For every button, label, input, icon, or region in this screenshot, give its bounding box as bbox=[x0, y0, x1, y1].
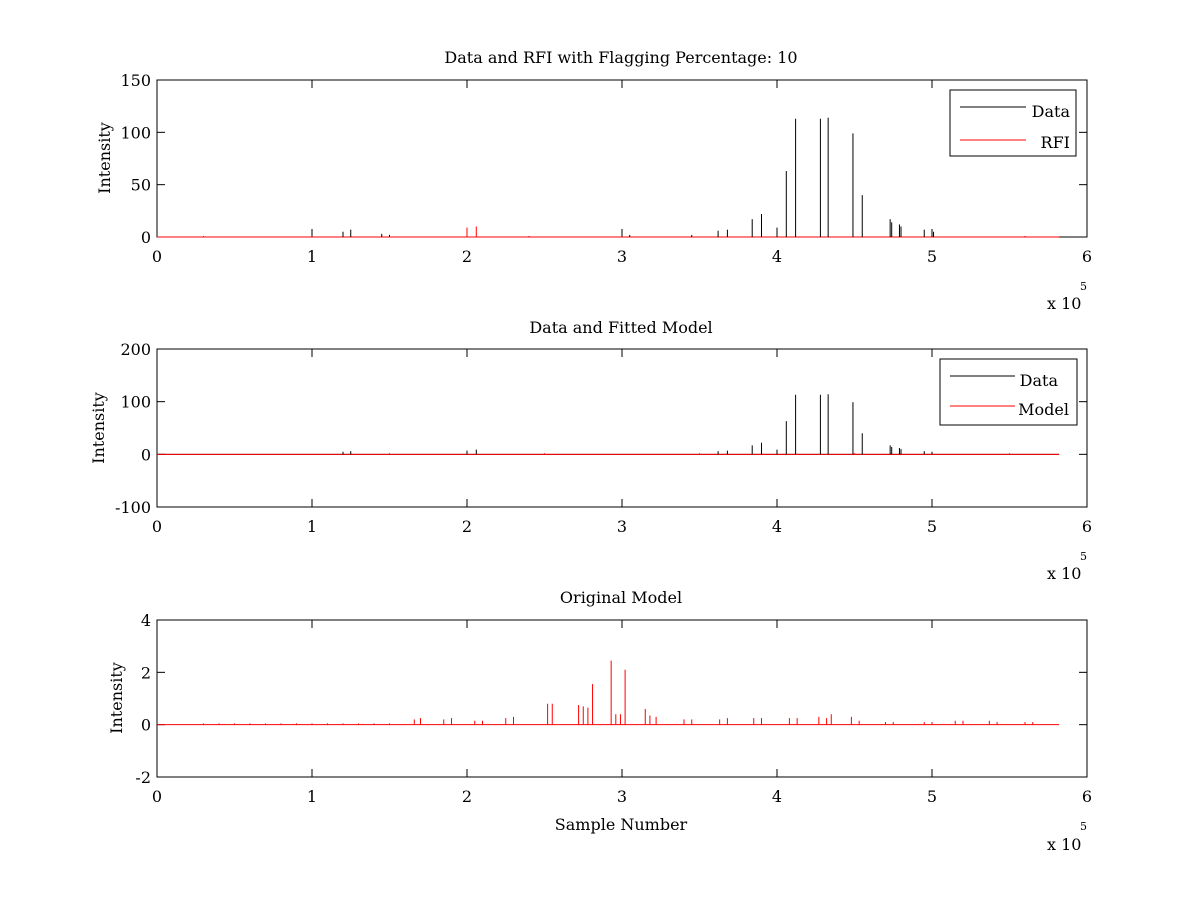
x-exponent-base: x 10 bbox=[1047, 564, 1081, 583]
x-tick-label: 4 bbox=[772, 247, 782, 266]
x-tick-label: 6 bbox=[1082, 517, 1092, 536]
legend-label-data: Data bbox=[1032, 102, 1071, 121]
y-tick-label: -2 bbox=[135, 768, 151, 787]
legend-box bbox=[949, 89, 1077, 157]
panel-original-model: Original Model Intensity Sample Number x… bbox=[107, 588, 1092, 854]
x-exponent-base: x 10 bbox=[1047, 294, 1081, 313]
legend: Data Model bbox=[939, 358, 1078, 426]
x-tick-label: 0 bbox=[152, 787, 162, 806]
x-exponent-power: 5 bbox=[1080, 550, 1087, 563]
y-tick-label: 150 bbox=[120, 71, 151, 90]
y-tick-label: 0 bbox=[141, 228, 151, 247]
y-axis-label: Intensity bbox=[95, 122, 114, 194]
x-tick-label: 5 bbox=[927, 247, 937, 266]
x-tick-label: 6 bbox=[1082, 247, 1092, 266]
x-tick-label: 2 bbox=[462, 787, 472, 806]
plot-area: 0 1 2 3 4 5 6 0 50 100 150 bbox=[120, 71, 1092, 266]
x-tick-label: 4 bbox=[772, 517, 782, 536]
x-tick-label: 0 bbox=[152, 247, 162, 266]
x-tick-label: 3 bbox=[617, 787, 627, 806]
panel-title: Data and RFI with Flagging Percentage: 1… bbox=[444, 48, 797, 67]
y-tick-label: -100 bbox=[115, 498, 151, 517]
y-axis-label: Intensity bbox=[107, 662, 126, 734]
y-tick-label: 200 bbox=[120, 340, 151, 359]
x-tick-label: 2 bbox=[462, 517, 472, 536]
y-tick-label: 100 bbox=[120, 393, 151, 412]
x-tick-label: 1 bbox=[307, 787, 317, 806]
y-tick-label: 4 bbox=[141, 611, 151, 630]
x-tick-label: 0 bbox=[152, 517, 162, 536]
x-tick-label: 1 bbox=[307, 517, 317, 536]
x-tick-label: 3 bbox=[617, 247, 627, 266]
panel-rfi: Data and RFI with Flagging Percentage: 1… bbox=[95, 48, 1092, 313]
y-axis-label: Intensity bbox=[89, 392, 108, 464]
x-tick-label: 3 bbox=[617, 517, 627, 536]
x-exponent-power: 5 bbox=[1080, 280, 1087, 293]
legend-label-data: Data bbox=[1020, 371, 1059, 390]
legend-label-model: Model bbox=[1018, 400, 1069, 419]
y-tick-label: 0 bbox=[141, 716, 151, 735]
x-tick-label: 1 bbox=[307, 247, 317, 266]
x-exponent-base: x 10 bbox=[1047, 835, 1081, 854]
legend-label-rfi: RFI bbox=[1041, 133, 1070, 152]
x-tick-label: 5 bbox=[927, 517, 937, 536]
x-tick-label: 2 bbox=[462, 247, 472, 266]
y-tick-label: 2 bbox=[141, 663, 151, 682]
panel-title: Data and Fitted Model bbox=[529, 318, 712, 337]
y-tick-label: 100 bbox=[120, 123, 151, 142]
y-tick-label: 0 bbox=[141, 445, 151, 464]
panel-title: Original Model bbox=[560, 588, 682, 607]
x-tick-label: 5 bbox=[927, 787, 937, 806]
x-tick-label: 6 bbox=[1082, 787, 1092, 806]
y-tick-label: 50 bbox=[131, 176, 151, 195]
legend: Data RFI bbox=[949, 89, 1077, 157]
legend-box bbox=[939, 358, 1078, 426]
x-exponent-power: 5 bbox=[1080, 820, 1087, 833]
panel-fitted-model: Data and Fitted Model Intensity x 10 5 0… bbox=[89, 318, 1092, 583]
x-tick-label: 4 bbox=[772, 787, 782, 806]
x-axis-label: Sample Number bbox=[555, 815, 688, 834]
